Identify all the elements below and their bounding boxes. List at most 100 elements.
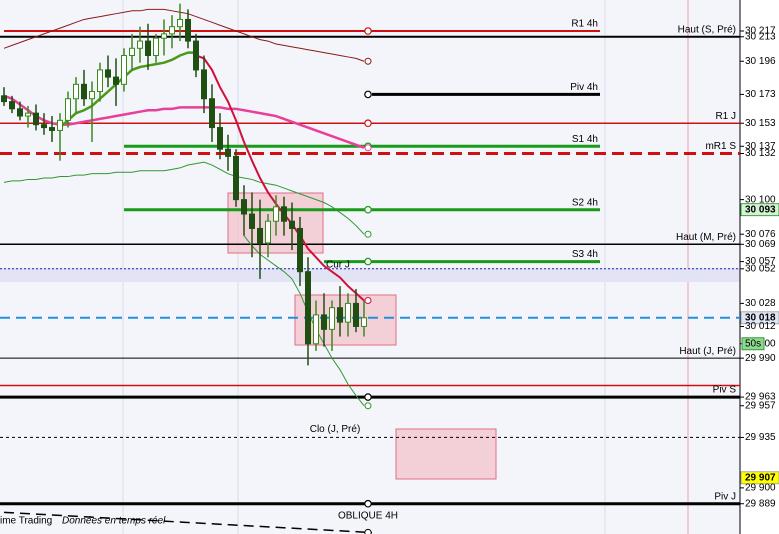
- level-marker: [364, 27, 372, 35]
- y-tick-label: 30 076: [745, 229, 776, 240]
- level-marker: [364, 499, 372, 508]
- y-tick-label: 30 028: [745, 298, 776, 309]
- footer-text: Données en temps réel: [62, 516, 166, 527]
- candle-body: [329, 307, 335, 330]
- y-tick-label: 29 957: [745, 400, 776, 411]
- candle-body: [201, 69, 207, 100]
- candle-body: [185, 18, 191, 42]
- price-band: [0, 268, 740, 282]
- level-label: Haut (J, Pré): [679, 346, 736, 357]
- oblique-marker: [364, 528, 372, 534]
- y-tick-label: 30 217: [745, 26, 776, 37]
- candle-body: [97, 69, 103, 93]
- candle-body: [137, 40, 143, 49]
- level-label: mR1 S: [705, 141, 736, 152]
- candles: [1, 3, 367, 366]
- oblique-label: OBLIQUE 4H: [338, 511, 398, 522]
- candle-body: [65, 98, 71, 121]
- level-label: S1 4h: [572, 134, 598, 145]
- candle-body: [321, 314, 327, 330]
- candle-body: [145, 40, 151, 56]
- zone-box: [395, 428, 497, 480]
- y-tick-label: 30 093: [745, 204, 776, 215]
- candle-body: [281, 206, 287, 222]
- candle-body: [249, 213, 255, 229]
- y-tick-label: 29 935: [745, 432, 776, 443]
- y-tick-label: 29 990: [745, 353, 776, 364]
- indicator-end: [364, 230, 372, 238]
- y-tick-label: 30 173: [745, 89, 776, 100]
- markers: [364, 27, 372, 534]
- indicator-end: [364, 57, 372, 65]
- candle-body: [345, 302, 351, 323]
- y-tick-label: 30 100: [745, 194, 776, 205]
- level-label: R1 4h: [571, 19, 598, 30]
- countdown: 50s: [745, 338, 761, 349]
- indicator-line: [59, 51, 196, 129]
- indicator-end: [364, 297, 372, 305]
- candle-body: [217, 127, 223, 150]
- level-label: R1 J: [715, 111, 736, 122]
- candle-body: [129, 47, 135, 56]
- annotation: Cur J: [326, 260, 350, 271]
- y-tick-label: 29 900: [745, 483, 776, 494]
- candle-body: [161, 33, 167, 39]
- y-tick-label: 29 907: [745, 472, 776, 483]
- candle-body: [73, 83, 79, 100]
- plot-background: [0, 0, 740, 534]
- level-label: Piv 4h: [570, 82, 598, 93]
- footer-text: ime Trading: [0, 516, 52, 527]
- candle-body: [233, 155, 239, 201]
- candle-body: [105, 69, 111, 78]
- candle-body: [153, 37, 159, 56]
- candle-body: [289, 220, 295, 229]
- candle-body: [169, 26, 175, 35]
- y-tick-bg: [740, 471, 779, 485]
- candle-body: [177, 18, 183, 28]
- candle-body: [9, 101, 15, 110]
- level-label: S2 4h: [572, 197, 598, 208]
- level-marker: [364, 205, 372, 214]
- candle-body: [273, 206, 279, 222]
- y-tick-label: 29 889: [745, 498, 776, 509]
- y-tick-label: 30 153: [745, 118, 776, 129]
- y-tick-label: 30 137: [745, 141, 776, 152]
- candle-body: [241, 199, 247, 215]
- candle-body: [297, 227, 303, 273]
- oblique-line: [3, 511, 373, 534]
- candle-body: [209, 98, 215, 129]
- indicator-line: [195, 54, 365, 302]
- series: [3, 8, 365, 407]
- candle-body: [265, 220, 271, 244]
- level-label: Haut (M, Pré): [676, 232, 736, 243]
- level-marker: [364, 119, 372, 128]
- level-label: Piv J: [714, 491, 736, 502]
- level-label: Clo (J, Pré): [310, 424, 361, 435]
- candle-body: [17, 108, 23, 117]
- indicator-line: [3, 161, 365, 235]
- candle-body: [1, 95, 7, 103]
- candle-body: [225, 148, 231, 157]
- candle-body: [305, 271, 311, 345]
- level-label: S3 4h: [572, 249, 598, 260]
- candle-body: [313, 314, 319, 345]
- candle-body: [361, 317, 367, 327]
- candle-body: [193, 40, 199, 71]
- candle-body: [33, 112, 39, 126]
- y-tick-label: 30 196: [745, 56, 776, 67]
- y-tick-label: 30 069: [745, 239, 776, 250]
- y-tick-label: 30 018: [745, 312, 776, 323]
- indicator-line: [243, 235, 365, 407]
- candle-body: [121, 54, 127, 85]
- candle-body: [25, 112, 31, 117]
- candle-body: [81, 83, 87, 100]
- candle-body: [353, 302, 359, 327]
- candle-body: [113, 76, 119, 85]
- candle-body: [337, 307, 343, 323]
- y-tick-label: 29 963: [745, 392, 776, 403]
- level-marker: [364, 393, 372, 401]
- candle-body: [257, 227, 263, 244]
- y-tick-label: 30 213: [745, 31, 776, 42]
